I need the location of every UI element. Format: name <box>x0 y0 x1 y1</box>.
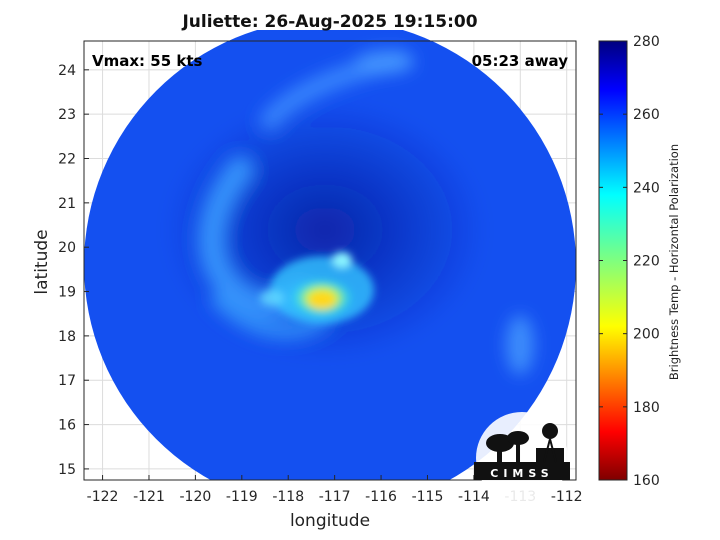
x-tick-label: -119 <box>226 489 258 505</box>
colorbar-tick-label: 180 <box>633 400 660 416</box>
x-tick-label: -114 <box>458 489 490 505</box>
rain-band-southwest <box>211 291 329 340</box>
y-tick-label: 15 <box>58 462 76 478</box>
y-tick-label: 24 <box>58 63 76 79</box>
convective-cell <box>332 252 352 268</box>
colorbar-tick-label: 200 <box>633 327 660 343</box>
x-tick-label: -121 <box>133 489 165 505</box>
y-tick-label: 16 <box>58 418 76 434</box>
colorbar-ticks: 160 180 200 220 240 260 280 <box>599 34 660 489</box>
colorbar: 160 180 200 220 240 260 280 <box>598 34 660 489</box>
time-away-label: 05:23 away <box>471 52 568 70</box>
colorbar-gradient <box>598 40 628 481</box>
x-tick-label: -117 <box>319 489 351 505</box>
y-tick-label: 21 <box>58 196 76 212</box>
x-tick-label: -120 <box>180 489 212 505</box>
chart-title: Juliette: 26-Aug-2025 19:15:00 <box>182 12 478 32</box>
x-tick-label: -112 <box>551 489 583 505</box>
colorbar-tick-label: 280 <box>633 34 660 50</box>
colorbar-tick-label: 260 <box>633 107 660 123</box>
y-axis-label: latitude <box>32 229 52 295</box>
y-tick-label: 18 <box>58 329 76 345</box>
vmax-label: Vmax: 55 kts <box>92 52 203 70</box>
colorbar-label: Brightness Temp - Horizontal Polarizatio… <box>667 143 681 381</box>
colorbar-tick-label: 160 <box>633 473 660 489</box>
cloud-north-edge <box>355 50 415 74</box>
x-axis: -122-121-120-119-118-117-116-115-114-113… <box>87 475 583 505</box>
x-tick-label: -122 <box>87 489 119 505</box>
axes-frame <box>83 40 577 481</box>
y-tick-label: 23 <box>58 107 76 123</box>
x-tick-label: -116 <box>365 489 397 505</box>
colorbar-tick-label: 240 <box>633 180 660 196</box>
y-tick-label: 17 <box>58 373 76 389</box>
x-tick-label: -115 <box>412 489 444 505</box>
convective-cell <box>260 290 284 306</box>
y-axis: 15 16 17 18 19 20 21 22 23 24 <box>58 63 89 478</box>
eye-center <box>308 291 336 309</box>
y-tick-label: 20 <box>58 240 76 256</box>
rain-band-east <box>506 315 534 375</box>
y-tick-label: 22 <box>58 152 76 168</box>
logo-text: CIMSS <box>490 467 553 480</box>
y-tick-label: 19 <box>58 285 76 301</box>
x-tick-label: -118 <box>272 489 304 505</box>
cimss-logo: CIMSS <box>474 412 570 504</box>
colorbar-tick-label: 220 <box>633 254 660 270</box>
brightness-swath <box>84 30 576 480</box>
x-axis-label: longitude <box>289 511 371 531</box>
